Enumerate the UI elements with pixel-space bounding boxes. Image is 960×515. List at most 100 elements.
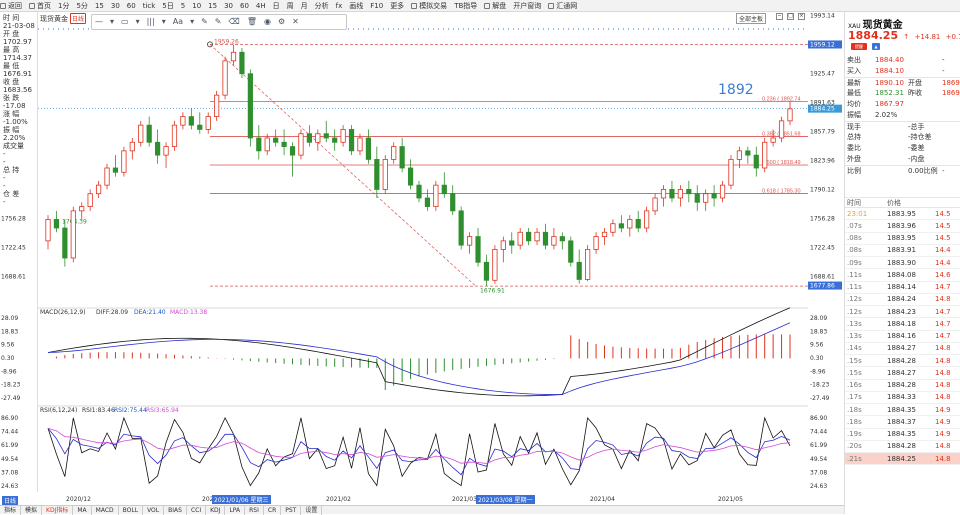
draw-tool-4[interactable]: ||| bbox=[146, 17, 155, 26]
draw-tool-11[interactable]: 🗑 bbox=[246, 17, 257, 26]
indicator-tab[interactable]: 指标 bbox=[0, 505, 22, 515]
toolbar-item-14[interactable]: 4H bbox=[256, 2, 266, 10]
tick-cell: 1884.14 bbox=[887, 283, 916, 292]
candle bbox=[399, 138, 405, 173]
toolbar-label: 60 bbox=[240, 1, 249, 10]
draw-tool-8[interactable]: ✎ bbox=[201, 17, 208, 26]
quote-cell: 1884.10 bbox=[875, 67, 904, 75]
tick-cell: .19s bbox=[847, 430, 862, 439]
toolbar-item-20[interactable]: 画线 bbox=[349, 1, 363, 11]
bell-icon[interactable]: ▲ bbox=[872, 43, 880, 50]
alert-button[interactable]: 提醒 bbox=[851, 43, 867, 50]
draw-tool-0[interactable]: — bbox=[95, 17, 103, 26]
candle bbox=[70, 206, 76, 263]
toolbar-item-16[interactable]: 周 bbox=[287, 1, 294, 11]
indicator-tab[interactable]: BOLL bbox=[119, 505, 144, 515]
indicator-tab[interactable]: CCI bbox=[187, 505, 207, 515]
close-icon[interactable]: × bbox=[798, 13, 805, 20]
toolbar-item-6[interactable]: 60 bbox=[127, 2, 136, 10]
toolbar-item-25[interactable]: 解盘 bbox=[484, 1, 506, 11]
toolbar-item-10[interactable]: 10 bbox=[192, 2, 201, 10]
toolbar-item-17[interactable]: 月 bbox=[301, 1, 308, 11]
toolbar-item-13[interactable]: 60 bbox=[240, 2, 249, 10]
period-badge[interactable]: 日线 bbox=[70, 13, 87, 24]
toolbar-item-3[interactable]: 5分 bbox=[76, 1, 87, 11]
tick-cell: 14.9 bbox=[935, 417, 951, 426]
tick-cell: 14.8 bbox=[935, 454, 951, 463]
draw-tool-9[interactable]: ✎ bbox=[214, 17, 222, 26]
indicator-tab[interactable]: CR bbox=[264, 505, 282, 515]
candle bbox=[635, 210, 641, 233]
toolbar-item-1[interactable]: 首页 bbox=[29, 1, 51, 11]
indicator-tab[interactable]: 设置 bbox=[301, 505, 323, 515]
quote-row: 均价 1867.97 bbox=[845, 99, 960, 110]
candle bbox=[509, 232, 515, 254]
draw-tool-6[interactable]: Aa bbox=[172, 17, 184, 26]
tick-cell: 1884.16 bbox=[887, 332, 916, 341]
info-label: 涨 幅 bbox=[3, 110, 20, 118]
tick-cell: 1884.27 bbox=[887, 368, 916, 377]
toolbar-item-4[interactable]: 15 bbox=[95, 2, 104, 10]
rsi-axis-label: 24.63 bbox=[810, 483, 827, 490]
toolbar-item-9[interactable]: 5 bbox=[181, 2, 185, 10]
indicator-tab[interactable]: KDJ指标 bbox=[42, 505, 74, 515]
candle bbox=[601, 228, 608, 246]
home-icon bbox=[29, 2, 35, 9]
toolbar-item-24[interactable]: TB指导 bbox=[454, 1, 477, 11]
draw-tool-14[interactable]: ✕ bbox=[292, 17, 299, 26]
quote-row: 最低 1852.31 昨收 1869 bbox=[845, 88, 960, 99]
indicator-tab[interactable]: KDJ bbox=[206, 505, 226, 515]
low-label: 1676.91 bbox=[480, 287, 505, 294]
toolbar-item-15[interactable]: 日 bbox=[273, 1, 280, 11]
indicator-tab[interactable]: 模拟 bbox=[21, 505, 43, 515]
indicator-tab[interactable]: RSI bbox=[245, 505, 264, 515]
toolbar-item-19[interactable]: fx bbox=[336, 2, 343, 10]
toolbar-item-12[interactable]: 30 bbox=[224, 2, 233, 10]
macd-axis-label: 28.09 bbox=[810, 315, 827, 322]
candle bbox=[492, 245, 498, 284]
draw-tool-2[interactable]: ▭ bbox=[121, 17, 129, 26]
toolbar-item-8[interactable]: 5日 bbox=[162, 1, 173, 11]
indicator-tab[interactable]: MA bbox=[73, 505, 92, 515]
toolbar-item-21[interactable]: F10 bbox=[370, 2, 383, 10]
draw-tool-5[interactable]: ▾ bbox=[161, 17, 166, 26]
minimize-icon[interactable]: − bbox=[776, 13, 783, 20]
info-label: 成交量 bbox=[3, 142, 24, 150]
quote-cell: 卖出 bbox=[847, 56, 861, 64]
indicator-tab[interactable]: LPA bbox=[225, 505, 246, 515]
price-axis-label: 1823.96 bbox=[810, 157, 835, 164]
draw-tool-12[interactable]: ◉ bbox=[263, 17, 271, 26]
main-chart-button[interactable]: 全部主板 bbox=[736, 13, 767, 24]
indicator-tab[interactable]: PST bbox=[281, 505, 302, 515]
tick-row: .11s 1884.14 14.7 bbox=[845, 282, 960, 294]
draw-tool-10[interactable]: ⌫ bbox=[228, 17, 240, 26]
candle bbox=[627, 215, 633, 237]
toolbar-item-5[interactable]: 30 bbox=[111, 2, 120, 10]
period-label[interactable]: 日线 bbox=[2, 496, 19, 505]
toolbar-item-2[interactable]: 1分 bbox=[58, 1, 69, 11]
draw-tool-13[interactable]: ⚙ bbox=[277, 17, 286, 26]
toolbar-item-27[interactable]: 汇通网 bbox=[548, 1, 577, 11]
tick-row: .15s 1884.27 14.8 bbox=[845, 367, 960, 380]
candle bbox=[728, 155, 734, 190]
tick-cell: 14.5 bbox=[935, 209, 951, 218]
toolbar-item-23[interactable]: 模拟交易 bbox=[411, 1, 447, 11]
quote-cell: 1852.31 bbox=[875, 89, 904, 97]
toolbar-item-26[interactable]: 开户窗询 bbox=[513, 1, 541, 11]
quote-cell: 1890.10 bbox=[875, 78, 904, 87]
toolbar-item-18[interactable]: 分析 bbox=[315, 1, 329, 11]
tick-cell: .08s bbox=[847, 246, 862, 255]
indicator-tab[interactable]: VOL bbox=[143, 505, 165, 515]
draw-tool-1[interactable]: ▾ bbox=[110, 17, 115, 26]
indicator-tab[interactable]: MACD bbox=[92, 505, 119, 515]
draw-tool-3[interactable]: ▾ bbox=[135, 17, 140, 26]
draw-tool-7[interactable]: ▾ bbox=[190, 17, 195, 26]
kline-chart[interactable]: 0.236 ( 1892.740.382 ( 1851.680.500 ( 18… bbox=[1, 12, 842, 492]
toolbar-item-7[interactable]: tick bbox=[143, 2, 156, 10]
toolbar-item-11[interactable]: 15 bbox=[208, 2, 217, 10]
toolbar-item-0[interactable]: 返回 bbox=[0, 1, 22, 11]
indicator-tab[interactable]: BIAS bbox=[164, 505, 187, 515]
macd-left-axis-label: 18.83 bbox=[1, 328, 18, 335]
maximize-icon[interactable]: □ bbox=[787, 13, 794, 20]
toolbar-item-22[interactable]: 更多 bbox=[390, 1, 404, 11]
